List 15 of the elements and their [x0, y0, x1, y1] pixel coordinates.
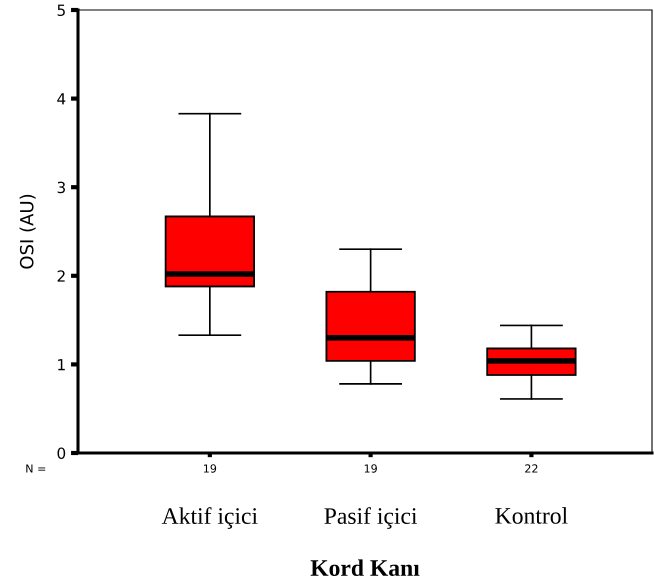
text: 19 [364, 464, 377, 473]
y-axis-title: OSI (AU) [20, 194, 36, 269]
y-tick-label: 1 [58, 359, 65, 370]
y-tick-label: 3 [58, 182, 65, 194]
text: 19 [204, 464, 216, 473]
y-tick-label: 5 [58, 4, 65, 16]
text: N = [26, 464, 46, 473]
y-tick-label: 0 [57, 447, 66, 460]
x-tick-label: Pasif içici [324, 507, 418, 529]
y-tick-label: 4 [57, 93, 66, 104]
x-tick-label: Aktif içici [162, 507, 258, 529]
y-tick-label: 2 [58, 270, 65, 282]
x-tick-label: Kontrol [495, 507, 568, 524]
x-axis-title: Kord Kanı [310, 559, 420, 576]
text: 22 [525, 464, 538, 473]
